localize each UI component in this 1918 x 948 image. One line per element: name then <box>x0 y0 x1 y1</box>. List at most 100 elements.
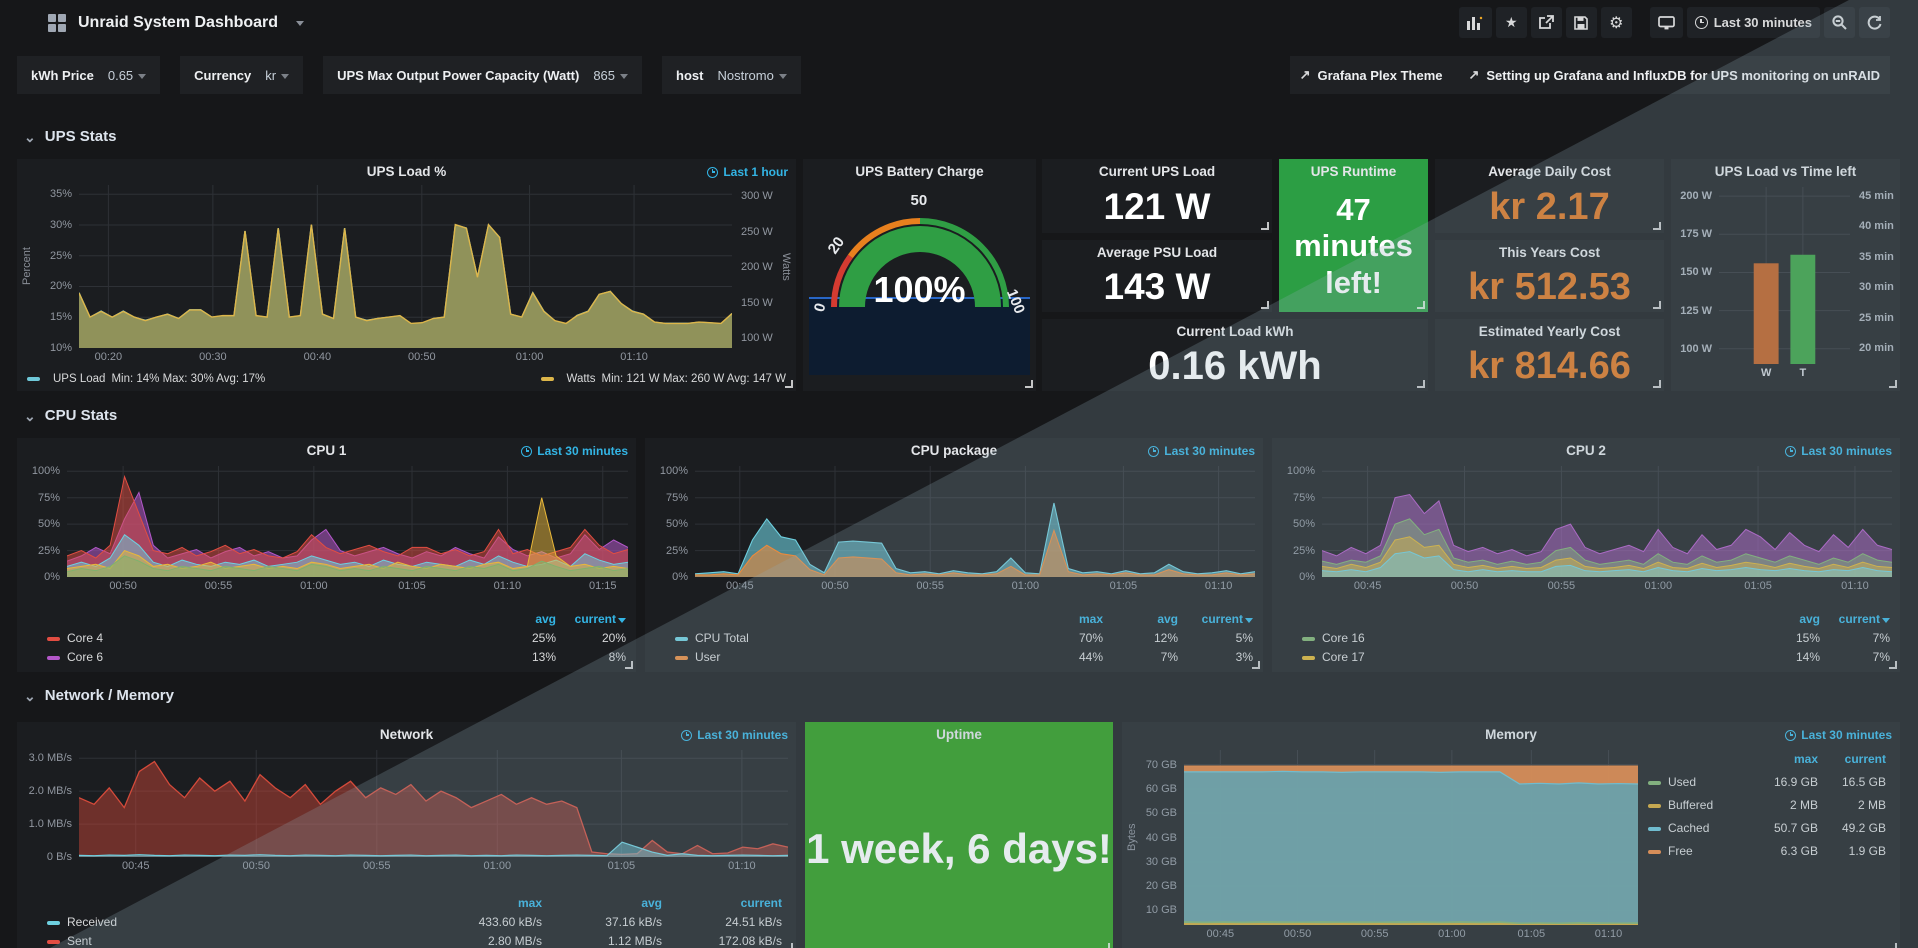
legend-value: 2.80 MB/s <box>487 934 542 948</box>
axis-tick-label: 0 B/s <box>46 851 72 863</box>
panel-title[interactable]: CPU 1 <box>306 443 347 458</box>
axis-tick-label: 60 GB <box>1145 782 1177 795</box>
link-grafana-plex-theme[interactable]: ↗ Grafana Plex Theme <box>1299 67 1443 83</box>
legend-item-user[interactable]: User <box>675 650 1023 664</box>
panel-title[interactable]: This Years Cost <box>1498 245 1601 260</box>
legend-item-used[interactable]: Used <box>1648 775 1744 789</box>
panel-time-range[interactable]: Last 30 minutes <box>681 728 788 742</box>
legend-item-received[interactable]: Received <box>47 915 402 929</box>
axis-tick-label: 300 W <box>741 190 773 203</box>
legend-item-sent[interactable]: Sent <box>47 934 402 948</box>
plot-area[interactable] <box>1184 750 1638 925</box>
legend-item-cached[interactable]: Cached <box>1648 821 1744 835</box>
save-button[interactable] <box>1565 7 1597 38</box>
share-button[interactable] <box>1530 7 1562 38</box>
battery-gauge[interactable]: 0 20 50 100 100% <box>810 192 1027 323</box>
cpu1-chart[interactable]: 100% 75% 50% 25% 0% 00:50 00:55 01:00 01:05 01:1… <box>21 465 628 594</box>
y-axis-labels: 100% 75% 50% 25% 0% <box>1276 465 1322 583</box>
cpu-package-chart[interactable]: 100% 75% 50% 25% 0% 00:45 00:50 00:55 01:00 01:0… <box>649 465 1255 594</box>
legend-header-max[interactable]: max <box>517 896 542 910</box>
dashboard-title[interactable]: Unraid System Dashboard <box>78 14 279 31</box>
plot-area[interactable] <box>67 466 628 577</box>
variable-value-dropdown[interactable]: kr <box>265 68 290 83</box>
panel-time-range[interactable]: Last 30 minutes <box>1785 444 1892 458</box>
legend-item-free[interactable]: Free <box>1648 844 1744 858</box>
ups-load-chart[interactable]: Percent 35% 30% 25% 20% 15% 10% 300 W 250 W 200… <box>21 185 792 365</box>
panel-title[interactable]: Average PSU Load <box>1096 245 1218 260</box>
axis-tick-label: 01:10 <box>1594 928 1623 940</box>
legend-header-max[interactable]: max <box>1793 752 1818 766</box>
stat-value: 1 week, 6 days! <box>806 825 1112 872</box>
variable-host: host Nostromo <box>662 56 801 94</box>
plot-area[interactable] <box>79 185 732 348</box>
section-network-memory[interactable]: ⌄ Network / Memory <box>24 687 174 704</box>
section-ups-stats[interactable]: ⌄ UPS Stats <box>24 128 117 145</box>
panel-title[interactable]: Current UPS Load <box>1098 164 1216 179</box>
panel-time-range[interactable]: Last 1 hour <box>707 165 788 179</box>
variable-value-dropdown[interactable]: 865 <box>593 68 629 83</box>
panel-title[interactable]: Uptime <box>936 727 982 742</box>
plot-area[interactable] <box>1322 466 1892 577</box>
legend-header-avg[interactable]: avg <box>1799 612 1820 626</box>
panel-title[interactable]: Memory <box>1485 727 1537 742</box>
panel-title[interactable]: Estimated Yearly Cost <box>1478 324 1621 339</box>
dashboard-grid-icon[interactable] <box>48 14 66 32</box>
panel-title[interactable]: UPS Load vs Time left <box>1714 164 1857 179</box>
legend-header-current[interactable]: current <box>556 612 626 626</box>
network-chart[interactable]: 3.0 MB/s 2.0 MB/s 1.0 MB/s 0 B/s 00:45 00:50… <box>21 750 788 874</box>
panel-time-range[interactable]: Last 30 minutes <box>1148 444 1255 458</box>
legend-item-ups-load[interactable]: UPS Load Min: 14% Max: 30% Avg: 17% <box>27 373 265 385</box>
axis-tick-label: 01:10 <box>1204 580 1233 592</box>
legend-header-avg[interactable]: avg <box>535 612 556 626</box>
refresh-button[interactable] <box>1859 7 1890 38</box>
panel-title[interactable]: UPS Battery Charge <box>855 164 984 179</box>
legend-item-core17[interactable]: Core 17 <box>1302 650 1750 664</box>
cycle-view-button[interactable] <box>1649 7 1683 38</box>
memory-chart[interactable]: Bytes 70 GB 60 GB 50 GB 40 GB 30 GB 20 GB 10 G… <box>1126 750 1638 942</box>
section-cpu-stats[interactable]: ⌄ CPU Stats <box>24 407 118 424</box>
legend-item-cpu-total[interactable]: CPU Total <box>675 631 1023 645</box>
panel-title[interactable]: Current Load kWh <box>1176 324 1294 339</box>
legend-header-current[interactable]: current <box>1178 612 1253 626</box>
time-range-picker[interactable]: Last 30 minutes <box>1686 7 1820 38</box>
variable-value-dropdown[interactable]: Nostromo <box>717 68 787 83</box>
plot-area[interactable] <box>1719 187 1850 364</box>
legend-header-current[interactable]: current <box>1844 752 1886 766</box>
ups-vs-time-bar-chart[interactable]: 200 W 175 W 150 W 125 W 100 W 45 min 40 min 35… <box>1673 187 1898 381</box>
zoom-out-button[interactable] <box>1824 7 1855 38</box>
panel-cpu2: CPU 2 Last 30 minutes 100% 75% 50% 25% 0% 00… <box>1272 438 1900 672</box>
panel-title[interactable]: Network <box>379 727 434 742</box>
legend-header-avg[interactable]: avg <box>641 896 662 910</box>
x-axis-labels: 00:20 00:30 00:40 00:50 01:00 01:10 <box>79 348 732 365</box>
legend-header-avg[interactable]: avg <box>1157 612 1178 626</box>
panel-time-range[interactable]: Last 30 minutes <box>1785 728 1892 742</box>
y-axis-labels: 100% 75% 50% 25% 0% <box>21 465 67 583</box>
link-ups-monitoring-guide[interactable]: ↗ Setting up Grafana and InfluxDB for UPS… <box>1468 67 1880 83</box>
series-swatch <box>675 655 688 660</box>
panel-title[interactable]: Average Daily Cost <box>1488 164 1611 179</box>
panel-title[interactable]: UPS Runtime <box>1310 164 1397 179</box>
add-panel-button[interactable] <box>1458 7 1492 38</box>
legend-item-watts[interactable]: Watts Min: 121 W Max: 260 W Avg: 147 W <box>540 373 786 385</box>
axis-tick-label: 35% <box>49 188 72 201</box>
cpu2-chart[interactable]: 100% 75% 50% 25% 0% 00:45 00:50 00:55 01:00 01:0… <box>1276 465 1892 594</box>
panel-title[interactable]: CPU package <box>910 443 998 458</box>
legend-header-max[interactable]: max <box>1078 612 1103 626</box>
panel-time-range[interactable]: Last 30 minutes <box>521 444 628 458</box>
panel-title[interactable]: CPU 2 <box>1566 443 1606 458</box>
variable-value-dropdown[interactable]: 0.65 <box>108 68 147 83</box>
legend-value: 1.9 GB <box>1848 844 1886 858</box>
legend-item-core4[interactable]: Core 4 <box>47 631 486 645</box>
legend-item-buffered[interactable]: Buffered <box>1648 798 1744 812</box>
settings-button[interactable]: ⚙ <box>1600 7 1632 38</box>
plot-area[interactable] <box>695 466 1255 577</box>
legend-item-core16[interactable]: Core 16 <box>1302 631 1750 645</box>
star-button[interactable]: ★ <box>1495 7 1527 38</box>
axis-tick-label: 75% <box>37 491 60 504</box>
series-swatch <box>47 655 60 660</box>
legend-item-core6[interactable]: Core 6 <box>47 650 486 664</box>
panel-title[interactable]: UPS Load % <box>366 164 447 179</box>
legend-header-current[interactable]: current <box>1820 612 1890 626</box>
plot-area[interactable] <box>79 750 788 857</box>
legend-header-current[interactable]: current <box>740 896 782 910</box>
